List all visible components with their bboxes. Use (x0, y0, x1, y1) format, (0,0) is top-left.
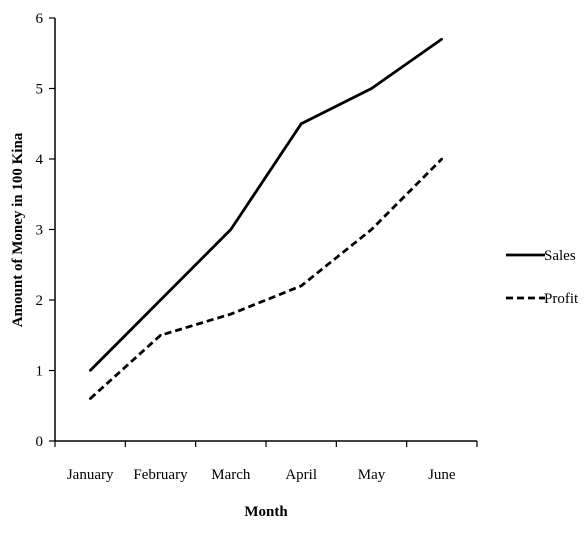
data-point-sales (440, 37, 444, 41)
y-axis-title: Amount of Money in 100 Kina (10, 132, 26, 327)
y-tick-label: 4 (36, 152, 44, 168)
data-point-sales (88, 369, 92, 372)
y-tick-label: 6 (36, 11, 44, 27)
data-point-profit (370, 228, 373, 231)
x-tick-label: May (358, 467, 386, 483)
data-point-sales (299, 122, 303, 125)
series-line-sales (89, 37, 443, 372)
x-tick-label: April (285, 467, 317, 483)
data-point-sales (229, 228, 233, 231)
y-tick-label: 2 (36, 293, 44, 309)
y-tick-label: 0 (36, 434, 44, 450)
legend-label-profit: Profit (544, 291, 579, 307)
data-point-profit (229, 312, 233, 316)
data-point-profit (88, 397, 92, 400)
y-tick-label: 1 (36, 364, 44, 380)
data-point-profit (159, 334, 162, 337)
data-point-sales (370, 87, 373, 90)
data-point-profit (299, 284, 303, 288)
legend: Sales Profit (506, 248, 579, 307)
x-tick-label: June (428, 467, 456, 483)
x-axis-title: Month (244, 504, 288, 520)
legend-label-sales: Sales (544, 248, 576, 264)
x-tick-label: February (133, 467, 188, 483)
data-point-profit (440, 157, 444, 161)
y-tick-label: 3 (36, 223, 44, 239)
y-tick-label: 5 (36, 82, 44, 98)
data-point-sales (159, 298, 162, 302)
series-line-profit (89, 158, 443, 400)
x-tick-label: March (211, 467, 251, 483)
x-tick-label: January (67, 467, 114, 483)
